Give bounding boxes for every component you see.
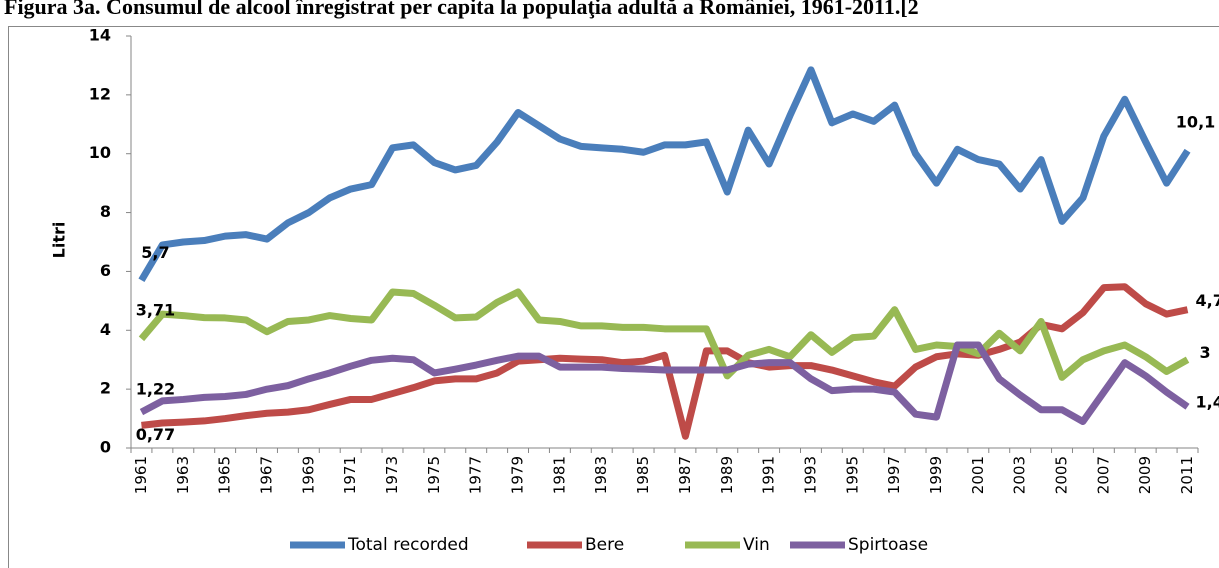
series-line bbox=[139, 341, 1190, 426]
data-label: 4,7 bbox=[1196, 291, 1219, 310]
x-tick-label: 1975 bbox=[425, 456, 443, 494]
x-tick-label: 2001 bbox=[969, 456, 987, 494]
y-tick-label: 4 bbox=[100, 320, 111, 339]
y-tick-label: 0 bbox=[100, 438, 111, 457]
x-tick-label: 2009 bbox=[1136, 456, 1154, 494]
data-label: 1,22 bbox=[136, 380, 175, 399]
data-label: 5,7 bbox=[141, 243, 169, 262]
x-tick-label: 2011 bbox=[1178, 456, 1196, 494]
x-tick-label: 1971 bbox=[341, 456, 359, 494]
data-label: 10,1 bbox=[1176, 112, 1215, 131]
legend-label: Total recorded bbox=[347, 535, 469, 555]
x-tick-label: 1961 bbox=[132, 456, 150, 494]
x-tick-label: 1963 bbox=[174, 456, 192, 494]
x-tick-label: 1985 bbox=[634, 456, 652, 494]
x-tick-label: 1977 bbox=[467, 456, 485, 494]
x-tick-label: 1989 bbox=[718, 456, 736, 494]
x-tick-label: 1965 bbox=[216, 456, 234, 494]
x-tick-label: 1987 bbox=[676, 456, 694, 494]
data-label: 1,4 bbox=[1196, 392, 1219, 411]
x-tick-label: 2003 bbox=[1011, 456, 1029, 494]
x-tick-label: 1973 bbox=[383, 456, 401, 494]
data-label: 3 bbox=[1200, 343, 1211, 362]
x-tick-label: 1995 bbox=[843, 456, 861, 494]
chart-border bbox=[8, 26, 1219, 568]
x-tick-label: 1983 bbox=[592, 456, 610, 494]
y-axis-label: Litri bbox=[50, 222, 69, 259]
x-tick-label: 1969 bbox=[299, 456, 317, 494]
series-line bbox=[138, 288, 1190, 381]
series-line bbox=[141, 283, 1189, 440]
y-tick-label: 10 bbox=[89, 143, 111, 162]
x-tick-label: 1981 bbox=[550, 456, 568, 494]
data-label: 0,77 bbox=[136, 425, 175, 444]
y-tick-label: 14 bbox=[89, 26, 111, 45]
data-label: 3,71 bbox=[136, 300, 175, 319]
legend-label: Bere bbox=[585, 535, 624, 555]
chart-title: Figura 3a. Consumul de alcool înregistra… bbox=[4, 0, 919, 19]
x-tick-label: 1979 bbox=[509, 456, 527, 494]
y-tick-label: 2 bbox=[100, 379, 111, 398]
x-tick-label: 1997 bbox=[885, 456, 903, 494]
x-tick-label: 2007 bbox=[1094, 456, 1112, 494]
y-tick-label: 6 bbox=[100, 261, 111, 280]
x-tick-label: 2005 bbox=[1053, 456, 1071, 494]
y-tick-label: 12 bbox=[89, 84, 111, 103]
legend-label: Spirtoase bbox=[848, 535, 928, 555]
series-line bbox=[138, 66, 1191, 283]
legend-label: Vin bbox=[743, 535, 770, 555]
x-tick-label: 1999 bbox=[927, 456, 945, 494]
x-tick-label: 1967 bbox=[257, 456, 275, 494]
x-tick-label: 1991 bbox=[760, 456, 778, 494]
x-tick-label: 1993 bbox=[801, 456, 819, 494]
y-tick-label: 8 bbox=[100, 202, 111, 221]
